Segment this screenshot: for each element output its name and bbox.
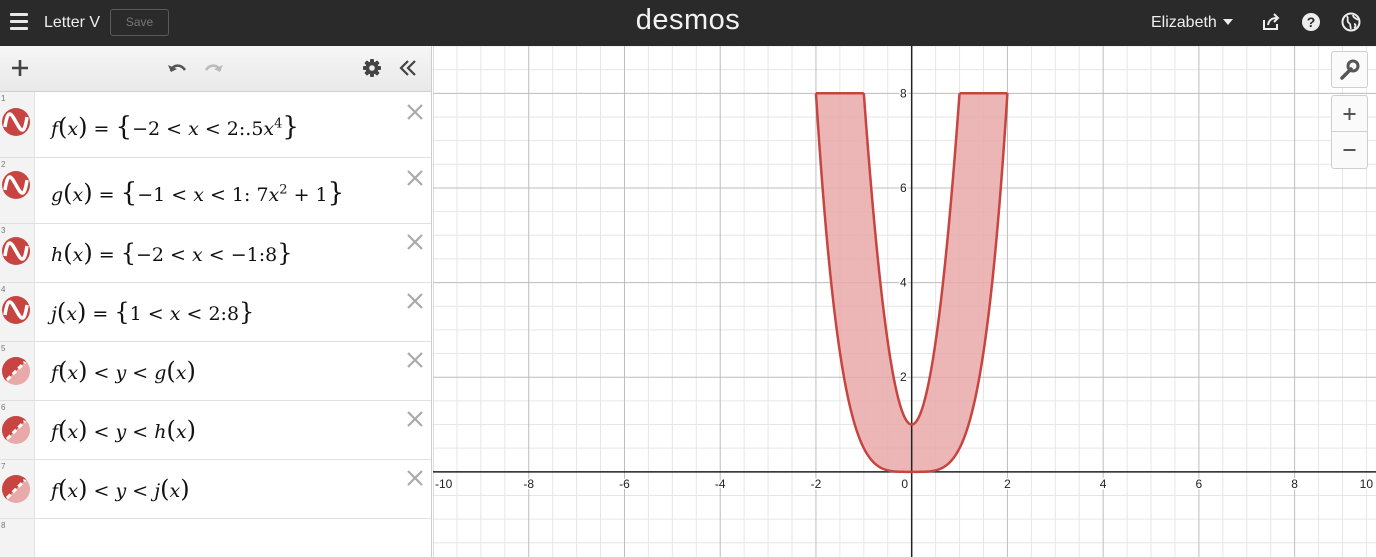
expression-latex[interactable]: f(x) < y < j(x)	[51, 475, 190, 503]
collapse-icon[interactable]	[397, 57, 419, 79]
shaded-region-icon[interactable]	[1, 415, 31, 445]
zoom-in-icon	[1343, 108, 1356, 120]
x-tick-label: -8	[523, 477, 534, 491]
expression-latex[interactable]: f(x) < y < g(x)	[51, 357, 196, 385]
x-tick-label: -4	[715, 477, 726, 491]
x-tick-label: 10	[1360, 477, 1374, 491]
expression-row-5[interactable]: 5 f(x) < y < g(x)	[0, 342, 431, 401]
x-tick-label: -10	[435, 477, 453, 491]
redo-icon[interactable]	[203, 57, 225, 79]
expression-latex[interactable]: j(x) = {1 < x < 2:8}	[51, 298, 255, 326]
expression-row-7[interactable]: 7 f(x) < y < j(x)	[0, 460, 431, 519]
expression-tab[interactable]: 3	[0, 224, 35, 282]
expression-row-2[interactable]: 2 g(x) = {−1 < x < 1: 7x2 + 1}	[0, 158, 431, 224]
close-icon[interactable]	[405, 232, 425, 252]
undo-icon[interactable]	[166, 57, 188, 79]
x-tick-label: -6	[619, 477, 630, 491]
expression-tab[interactable]: 6	[0, 401, 35, 459]
x-tick-label: 4	[1100, 477, 1107, 491]
y-tick-label: 4	[900, 276, 907, 290]
expression-number: 5	[1, 344, 6, 353]
expression-number: 7	[1, 462, 6, 471]
expression-number: 4	[1, 285, 6, 294]
globe-icon[interactable]	[1341, 12, 1361, 32]
close-icon[interactable]	[405, 468, 425, 488]
shaded-region-icon[interactable]	[1, 474, 31, 504]
expression-tab[interactable]: 2	[0, 158, 35, 223]
help-icon[interactable]: ?	[1301, 12, 1321, 32]
expression-row-4[interactable]: 4 j(x) = {1 < x < 2:8}	[0, 283, 431, 342]
expression-tab[interactable]: 4	[0, 283, 35, 341]
graph-wave-icon[interactable]	[1, 236, 31, 266]
x-tick-label: 2	[1004, 477, 1011, 491]
x-tick-label: 8	[1291, 477, 1298, 491]
expression-tab[interactable]: 8	[0, 519, 35, 557]
expression-row-6[interactable]: 6 f(x) < y < h(x)	[0, 401, 431, 460]
zoom-out-button[interactable]	[1331, 132, 1368, 169]
add-icon[interactable]	[9, 57, 31, 79]
expression-number: 8	[1, 521, 6, 530]
function-curves	[814, 92, 1009, 474]
x-tick-label: 6	[1196, 477, 1203, 491]
expression-toolbar	[0, 46, 431, 92]
expression-panel: 1 f(x) = {−2 < x < 2:.5x4} 2 g(x) = {−1 …	[0, 46, 432, 557]
expression-tab[interactable]: 1	[0, 92, 35, 157]
graph-wave-icon[interactable]	[1, 107, 31, 137]
x-tick-label: 0	[901, 477, 908, 491]
shaded-region-icon[interactable]	[1, 356, 31, 386]
close-icon[interactable]	[405, 350, 425, 370]
close-icon[interactable]	[405, 102, 425, 122]
expression-row-1[interactable]: 1 f(x) = {−2 < x < 2:.5x4}	[0, 92, 431, 158]
graph-wave-icon[interactable]	[1, 170, 31, 200]
expression-number: 6	[1, 403, 6, 412]
shaded-regions	[815, 93, 1008, 472]
expression-latex[interactable]: f(x) < y < h(x)	[51, 416, 196, 444]
expression-row-3[interactable]: 3 h(x) = {−2 < x < −1:8}	[0, 224, 431, 283]
zoom-in-button[interactable]	[1331, 95, 1368, 132]
region-f-lt-y-lt-g	[863, 93, 960, 472]
expression-latex[interactable]: f(x) = {−2 < x < 2:.5x4}	[51, 112, 299, 142]
share-icon[interactable]	[1261, 12, 1281, 32]
x-tick-label: -2	[811, 477, 822, 491]
user-name: Elizabeth	[1151, 14, 1217, 31]
region-f-lt-y-lt-h	[815, 93, 864, 449]
expression-latex[interactable]: g(x) = {−1 < x < 1: 7x2 + 1}	[51, 178, 345, 208]
y-tick-label: 8	[900, 86, 907, 100]
curve-f	[814, 93, 1009, 474]
chevron-down-icon	[1222, 19, 1233, 25]
menu-icon[interactable]	[10, 13, 28, 31]
y-tick-label: 2	[900, 370, 907, 384]
top-bar: Letter V Save desmos Elizabeth ?	[0, 0, 1376, 46]
wrench-icon	[1340, 59, 1360, 80]
graph-wave-icon[interactable]	[1, 295, 31, 325]
expression-latex[interactable]: h(x) = {−2 < x < −1:8}	[51, 239, 293, 267]
expression-number: 3	[1, 226, 6, 235]
graph-canvas[interactable]: -10 -8 -6 -4 -2 0 2 4 6 8 10 2 4 6 8	[433, 46, 1376, 557]
close-icon[interactable]	[405, 409, 425, 429]
close-icon[interactable]	[405, 291, 425, 311]
save-button[interactable]: Save	[110, 9, 169, 36]
expression-tab[interactable]: 7	[0, 460, 35, 518]
document-title[interactable]: Letter V	[44, 14, 101, 31]
expression-row-8[interactable]: 8	[0, 519, 431, 557]
settings-icon[interactable]	[361, 57, 383, 79]
graph-settings-button[interactable]	[1331, 51, 1368, 88]
user-menu[interactable]: Elizabeth	[1151, 14, 1233, 32]
tick-labels: -10 -8 -6 -4 -2 0 2 4 6 8 10 2 4 6 8	[434, 85, 1375, 493]
close-icon[interactable]	[405, 168, 425, 188]
region-f-lt-y-lt-j	[959, 93, 1008, 449]
expression-number: 2	[1, 160, 6, 169]
expression-number: 1	[1, 94, 6, 103]
y-tick-label: 6	[900, 181, 907, 195]
expression-tab[interactable]: 5	[0, 342, 35, 400]
curve-g	[862, 93, 961, 426]
svg-text:?: ?	[1307, 14, 1316, 30]
zoom-out-icon	[1343, 149, 1356, 151]
